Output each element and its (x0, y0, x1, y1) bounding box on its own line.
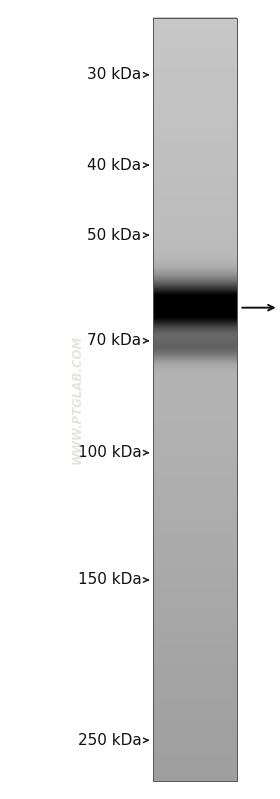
Text: 100 kDa: 100 kDa (78, 445, 141, 460)
Text: 250 kDa: 250 kDa (78, 733, 141, 748)
Text: WWW.PTGLAB.COM: WWW.PTGLAB.COM (71, 335, 83, 464)
Text: 30 kDa: 30 kDa (87, 67, 141, 82)
Text: 50 kDa: 50 kDa (87, 228, 141, 243)
Bar (153, 18, 237, 781)
Text: 70 kDa: 70 kDa (87, 333, 141, 348)
Text: 40 kDa: 40 kDa (87, 157, 141, 173)
Text: 150 kDa: 150 kDa (78, 572, 141, 587)
